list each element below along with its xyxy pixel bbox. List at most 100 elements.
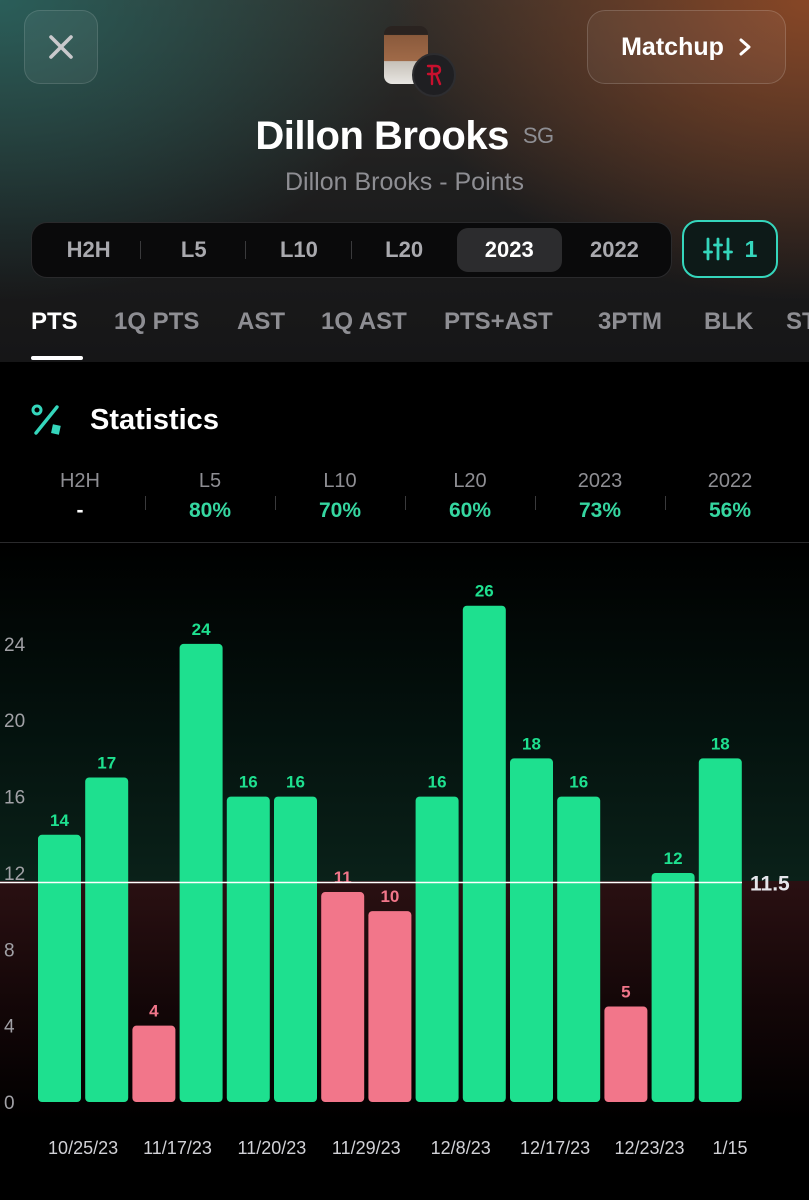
bar-value-label: 11 xyxy=(334,868,352,887)
summary-divider xyxy=(535,496,536,510)
player-position: SG xyxy=(522,123,554,148)
section-divider xyxy=(0,542,809,543)
summary-2023: 2023 73% xyxy=(535,470,665,523)
bar-value-label: 16 xyxy=(569,773,588,792)
points-bar-chart: 0 4 8 12 16 20 24 14 17 4 24 16 16 11 10 16 26 18 16 5 12 18 1… xyxy=(0,582,790,1158)
summary-divider xyxy=(665,496,666,510)
summary-label: H2H xyxy=(59,470,100,492)
summary-label: 2023 xyxy=(577,470,623,492)
bar-value-label: 5 xyxy=(621,983,630,1002)
filter-button[interactable]: 1 xyxy=(682,220,778,278)
range-2023[interactable]: 2023 xyxy=(456,228,562,272)
summary-label: L5 xyxy=(198,470,222,492)
x-tick-label: 1/15 xyxy=(712,1138,747,1158)
range-l20[interactable]: L20 xyxy=(385,237,424,262)
bar xyxy=(179,643,223,1102)
stat-tabs: PTS 1Q PTS AST 1Q AST PTS+AST 3PTM BLK S… xyxy=(0,300,809,362)
bar xyxy=(321,892,365,1102)
summary-divider xyxy=(275,496,276,510)
close-button[interactable] xyxy=(24,10,98,84)
tab-3ptm[interactable]: 3PTM xyxy=(598,308,663,335)
bar-value-label: 12 xyxy=(664,849,683,868)
bar-value-label: 4 xyxy=(149,1002,159,1021)
summary-value: 73% xyxy=(578,499,622,522)
bar xyxy=(651,872,695,1102)
matchup-button[interactable]: Matchup xyxy=(587,10,786,84)
summary-divider xyxy=(405,496,406,510)
player-name: Dillon Brooks xyxy=(255,114,509,158)
y-tick-label: 12 xyxy=(4,864,25,885)
percent-icon xyxy=(31,404,61,435)
x-tick-label: 11/20/23 xyxy=(238,1138,307,1158)
bar xyxy=(698,758,742,1102)
bar xyxy=(85,777,129,1102)
summary-divider xyxy=(145,496,146,510)
bar-value-label: 16 xyxy=(286,773,305,792)
summary-label: 2022 xyxy=(707,470,753,492)
bar xyxy=(462,605,506,1102)
bar-value-label: 18 xyxy=(711,734,730,753)
summary-l5: L5 80% xyxy=(145,470,275,523)
y-tick-label: 8 xyxy=(4,940,15,961)
tab-ast[interactable]: AST xyxy=(237,308,285,335)
y-tick-label: 16 xyxy=(4,788,25,809)
x-tick-label: 11/17/23 xyxy=(143,1138,212,1158)
summary-label: L10 xyxy=(323,470,357,492)
x-tick-label: 11/29/23 xyxy=(332,1138,401,1158)
bar-value-label: 17 xyxy=(97,754,116,773)
x-tick-label: 12/17/23 xyxy=(520,1138,590,1158)
y-tick-label: 24 xyxy=(4,635,26,656)
filter-count: 1 xyxy=(744,235,758,262)
summary-value: 56% xyxy=(708,499,752,522)
range-l5[interactable]: L5 xyxy=(141,228,247,272)
statistics-title: Statistics xyxy=(90,403,219,436)
active-tab-indicator xyxy=(31,356,83,360)
summary-label: L20 xyxy=(453,470,487,492)
range-2022[interactable]: 2022 xyxy=(589,237,639,262)
bar xyxy=(226,796,270,1102)
range-selector: H2H L5 L10 L20 2023 2022 xyxy=(31,222,672,278)
statistics-header: Statistics xyxy=(30,398,219,442)
tab-1q-ast[interactable]: 1Q AST xyxy=(321,308,407,335)
bar-value-label: 24 xyxy=(192,620,211,639)
chart-over-zone xyxy=(0,543,809,881)
bar xyxy=(274,796,317,1102)
rockets-logo-icon xyxy=(426,64,442,86)
bar xyxy=(38,834,81,1102)
summary-l10: L10 70% xyxy=(275,470,405,523)
bar xyxy=(557,796,601,1102)
bar xyxy=(132,1025,176,1102)
close-icon xyxy=(49,35,73,59)
summary-value: 60% xyxy=(448,499,492,522)
x-tick-label: 10/25/23 xyxy=(48,1138,118,1158)
chevron-right-icon xyxy=(739,38,751,56)
y-tick-label: 20 xyxy=(4,711,25,732)
tab-pts[interactable]: PTS xyxy=(31,308,78,335)
bar-value-label: 14 xyxy=(50,811,69,830)
bar-value-label: 26 xyxy=(475,582,494,601)
bar xyxy=(368,911,412,1102)
x-tick-label: 12/8/23 xyxy=(431,1138,491,1158)
y-tick-label: 4 xyxy=(4,1017,15,1038)
sliders-icon xyxy=(702,237,733,261)
market-subtitle: Dillon Brooks - Points xyxy=(285,168,524,196)
range-l10[interactable]: L10 xyxy=(246,228,352,272)
tab-pts-ast[interactable]: PTS+AST xyxy=(444,308,553,335)
summary-h2h: H2H - xyxy=(15,470,145,523)
bar xyxy=(604,1006,648,1102)
player-header: Matchup Dillon Brooks SG Dillon Brooks - … xyxy=(0,0,809,362)
bar-value-label: 16 xyxy=(428,773,447,792)
tab-st[interactable]: ST xyxy=(786,308,809,335)
line-threshold-label: 11.5 xyxy=(750,872,790,895)
tab-blk[interactable]: BLK xyxy=(704,308,754,335)
player-name-row: Dillon Brooks SG xyxy=(0,114,809,159)
bar xyxy=(510,758,553,1102)
bar-value-label: 10 xyxy=(380,887,399,906)
summary-l20: L20 60% xyxy=(405,470,535,523)
range-h2h[interactable]: H2H xyxy=(36,228,142,272)
summary-2022: 2022 56% xyxy=(665,470,795,523)
tab-1q-pts[interactable]: 1Q PTS xyxy=(114,308,200,335)
summary-value: 80% xyxy=(188,499,232,522)
y-tick-label: 0 xyxy=(4,1093,15,1114)
summary-value: - xyxy=(76,499,84,522)
